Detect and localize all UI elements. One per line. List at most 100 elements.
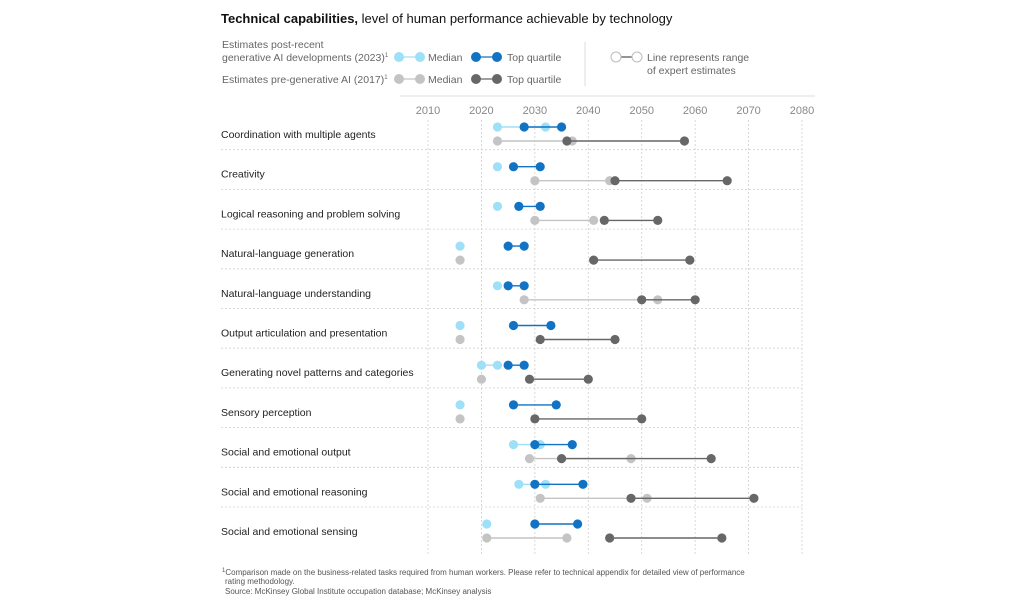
pre-median-point-5-0: [455, 334, 465, 345]
capability-label-2: Logical reasoning and problem solving: [221, 208, 400, 220]
footnote-line2: rating methodology.: [225, 577, 295, 586]
capability-row-4: Natural-language understanding: [221, 281, 802, 309]
pre-top-point-7-1: [637, 414, 647, 424]
pre-median-point-0-0: [492, 136, 503, 146]
pre-top-point-8-1: [706, 454, 716, 464]
pre-top-point-9-1: [749, 493, 759, 503]
legend-post-top-text: Top quartile: [507, 52, 561, 64]
capability-label-7: Sensory perception: [221, 407, 312, 419]
pre-median-point-9-0: [535, 493, 545, 503]
legend-post-median-dot-left: [394, 52, 404, 62]
post-median-point-10-0: [482, 519, 492, 529]
pre-top-point-3-1: [685, 255, 695, 265]
legend-pre-median-text: Median: [428, 74, 463, 86]
capability-row-0: Coordination with multiple agents: [221, 122, 802, 151]
legend-post-median-dot-right: [415, 52, 425, 62]
legend-post-label-line1: Estimates post-recent: [222, 39, 324, 51]
legend: Estimates post-recent generative AI deve…: [222, 39, 749, 86]
pre-top-point-2-0: [599, 215, 609, 225]
post-top-point-5-0: [508, 320, 519, 331]
post-top-point-7-0: [508, 400, 519, 410]
pre-top-point-10-0: [605, 533, 615, 543]
pre-median-point-8-0: [524, 454, 535, 464]
pre-top-point-5-1: [610, 334, 620, 345]
footnote: 1Comparison made on the business-related…: [222, 568, 745, 596]
post-top-point-9-0: [530, 479, 540, 489]
legend-pre-top-text: Top quartile: [507, 74, 561, 86]
chart-title: Technical capabilities, level of human p…: [221, 11, 673, 26]
pre-median-point-10-0: [482, 533, 492, 543]
legend-range-text-line1: Line represents range: [647, 52, 749, 64]
post-median-point-1-0: [492, 162, 503, 172]
legend-post-median-text: Median: [428, 52, 463, 64]
x-tick-label-2030: 2030: [523, 105, 547, 117]
legend-post-top-dot-right: [492, 52, 502, 62]
legend-pre-median-dot-right: [415, 74, 425, 84]
post-top-point-9-1: [578, 479, 588, 489]
pre-top-point-1-1: [722, 176, 732, 186]
pre-median-point-2-1: [589, 215, 599, 225]
pre-top-point-4-0: [637, 295, 647, 305]
capability-label-9: Social and emotional reasoning: [221, 486, 368, 498]
post-median-point-0-0: [492, 122, 503, 132]
post-top-point-6-0: [503, 360, 513, 370]
pre-top-point-6-0: [524, 374, 535, 384]
post-top-point-5-1: [546, 320, 556, 331]
pre-top-point-1-0: [610, 176, 620, 186]
capability-label-4: Natural-language understanding: [221, 288, 371, 300]
capability-row-3: Natural-language generation: [221, 241, 802, 270]
post-top-point-1-1: [535, 162, 545, 172]
post-top-point-0-1: [556, 122, 567, 132]
x-tick-label-2010: 2010: [416, 105, 440, 117]
pre-top-point-8-0: [556, 454, 567, 464]
pre-median-point-1-0: [530, 176, 540, 186]
post-median-point-7-0: [455, 400, 465, 410]
legend-post-superscript: 1: [385, 53, 389, 59]
footnote-line1: 1Comparison made on the business-related…: [222, 568, 745, 577]
legend-pre-top-dot-right: [492, 74, 502, 84]
pre-top-point-6-1: [583, 374, 593, 384]
pre-top-point-10-1: [717, 533, 727, 543]
pre-median-point-6-0: [476, 374, 487, 384]
legend-pre-superscript: 1: [384, 75, 388, 81]
post-median-point-3-0: [455, 241, 465, 251]
capability-row-10: Social and emotional sensing: [221, 519, 727, 543]
post-top-point-6-1: [519, 360, 529, 370]
capability-rows: Coordination with multiple agents Creativ…: [221, 122, 802, 543]
capability-row-5: Output articulation and presentation: [221, 320, 802, 349]
footnote-superscript: 1: [222, 568, 226, 574]
pre-top-point-7-0: [530, 414, 540, 424]
post-top-point-2-1: [535, 201, 545, 211]
post-median-point-5-0: [455, 320, 465, 331]
post-top-point-1-0: [508, 162, 519, 172]
pre-top-point-2-1: [653, 215, 663, 225]
x-tick-label-2050: 2050: [629, 105, 653, 117]
footnote-line1-text: Comparison made on the business-related …: [225, 568, 745, 577]
post-median-point-4-0: [492, 281, 503, 291]
capability-row-8: Social and emotional output: [221, 440, 802, 468]
capability-row-6: Generating novel patterns and categories: [221, 360, 802, 389]
capability-row-9: Social and emotional reasoning: [221, 479, 802, 508]
capability-label-6: Generating novel patterns and categories: [221, 367, 414, 379]
post-median-point-9-0: [514, 479, 524, 489]
capability-label-5: Output articulation and presentation: [221, 328, 388, 340]
chart-title-rest: level of human performance achievable by…: [358, 11, 673, 26]
capability-label-8: Social and emotional output: [221, 447, 351, 459]
post-top-point-7-1: [551, 400, 561, 410]
legend-pre-median-dot-left: [394, 74, 404, 84]
pre-top-point-4-1: [690, 295, 700, 305]
post-top-point-10-1: [573, 519, 583, 529]
legend-pre-label: Estimates pre-generative AI (2017)1: [222, 74, 388, 86]
pre-median-point-3-0: [455, 255, 465, 265]
pre-top-point-0-1: [679, 136, 690, 146]
pre-median-point-7-0: [455, 414, 465, 424]
x-tick-label-2040: 2040: [576, 105, 600, 117]
pre-top-point-3-0: [589, 255, 599, 265]
pre-top-point-9-0: [626, 493, 636, 503]
post-top-point-4-1: [519, 281, 529, 291]
post-top-point-4-0: [503, 281, 513, 291]
post-top-point-8-0: [530, 440, 540, 450]
chart-title-bold: Technical capabilities,: [221, 11, 358, 26]
footnote-source: Source: McKinsey Global Institute occupa…: [225, 587, 491, 596]
